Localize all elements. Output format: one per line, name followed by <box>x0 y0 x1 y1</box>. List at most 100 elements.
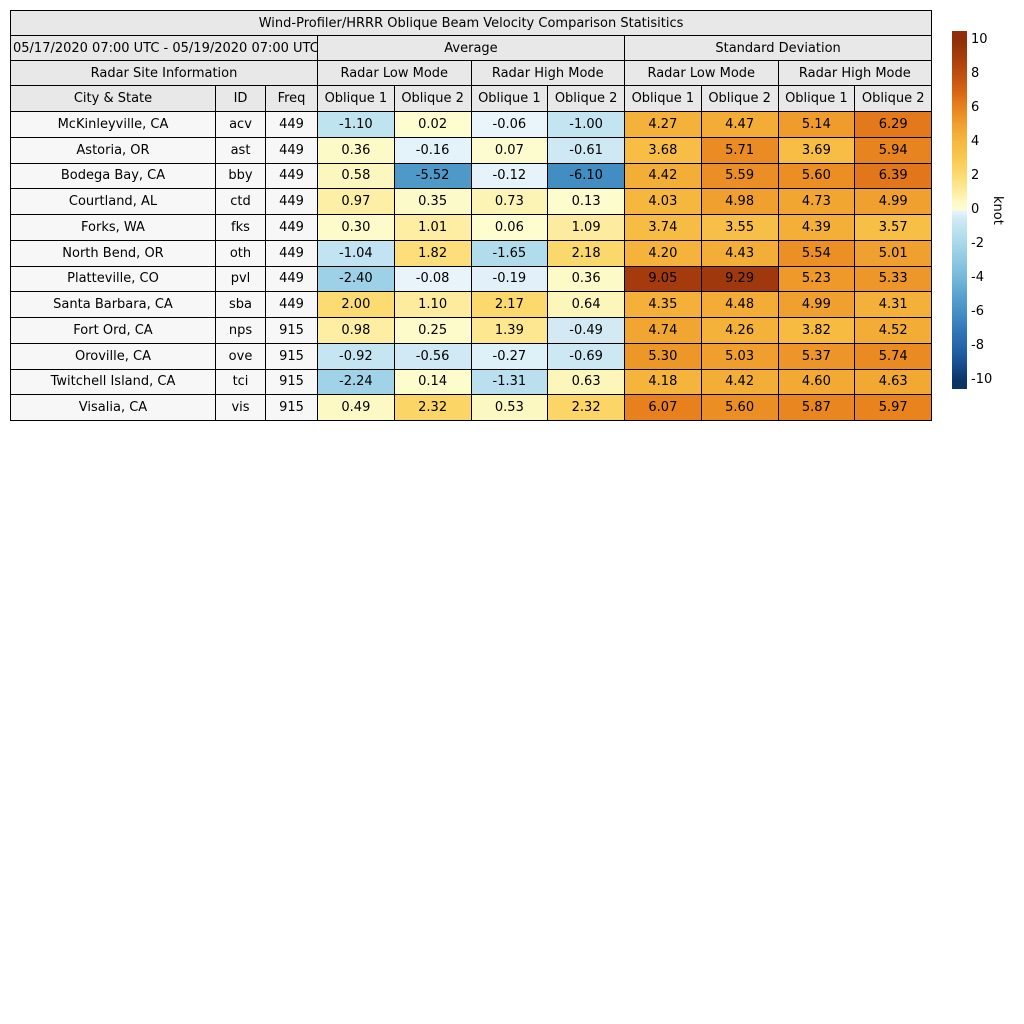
group-header-average: Average <box>317 35 625 61</box>
value-cell: 3.68 <box>624 136 702 164</box>
colorbar-tick-label: -6 <box>971 304 984 320</box>
column-header-oblique: Oblique 1 <box>470 85 549 112</box>
column-header-oblique: Oblique 2 <box>700 85 779 112</box>
value-cell: 4.42 <box>700 368 779 396</box>
value-cell: 2.32 <box>393 394 472 421</box>
mode-header-std-low: Radar Low Mode <box>624 60 779 86</box>
column-header-oblique: Oblique 2 <box>547 85 625 112</box>
value-cell: 3.57 <box>854 214 933 241</box>
value-cell: 0.63 <box>547 368 625 396</box>
value-cell: -0.92 <box>317 342 395 370</box>
colorbar-tick-label: -4 <box>971 270 984 286</box>
value-cell: 0.35 <box>393 188 472 215</box>
id-cell: pvl <box>215 265 266 293</box>
value-cell: 5.37 <box>777 342 856 370</box>
value-cell: 5.94 <box>854 136 933 164</box>
value-cell: 5.23 <box>777 265 856 293</box>
value-cell: 5.54 <box>777 239 856 267</box>
value-cell: 4.63 <box>854 368 933 396</box>
value-cell: 4.99 <box>854 188 933 215</box>
colorbar-tick-label: -2 <box>971 236 984 252</box>
value-cell: 4.31 <box>854 291 933 318</box>
column-header-city-state: City & State <box>10 85 216 112</box>
table-row: Fort Ord, CA nps 915 0.98 0.25 1.39 -0.49 4.74 4… <box>10 317 933 344</box>
column-header-row: City & State ID Freq Oblique 1 Oblique 2… <box>10 85 933 112</box>
value-cell: 4.03 <box>624 188 702 215</box>
value-cell: 3.82 <box>777 317 856 344</box>
colorbar-tick-label: 0 <box>971 202 980 217</box>
freq-cell: 449 <box>265 214 318 241</box>
value-cell: 9.29 <box>700 265 779 293</box>
value-cell: 5.87 <box>777 394 856 421</box>
value-cell: 4.27 <box>624 111 702 138</box>
value-cell: 0.02 <box>393 111 472 138</box>
value-cell: 0.58 <box>317 162 395 190</box>
value-cell: -0.61 <box>547 136 625 164</box>
value-cell: -0.49 <box>547 317 625 344</box>
value-cell: 6.39 <box>854 162 933 190</box>
city-cell: Forks, WA <box>10 214 216 241</box>
freq-cell: 449 <box>265 239 318 267</box>
value-cell: 4.74 <box>624 317 702 344</box>
value-cell: -0.16 <box>393 136 472 164</box>
value-cell: -1.31 <box>470 368 549 396</box>
value-cell: 4.48 <box>700 291 779 318</box>
city-cell: Twitchell Island, CA <box>10 368 216 396</box>
city-cell: Bodega Bay, CA <box>10 162 216 190</box>
freq-cell: 915 <box>265 368 318 396</box>
value-cell: 4.20 <box>624 239 702 267</box>
table-title: Wind-Profiler/HRRR Oblique Beam Velocity… <box>9 10 933 36</box>
value-cell: 0.07 <box>470 136 549 164</box>
column-header-oblique: Oblique 2 <box>854 85 933 112</box>
city-cell: Platteville, CO <box>10 265 216 293</box>
freq-cell: 915 <box>265 317 318 344</box>
city-cell: North Bend, OR <box>10 239 216 267</box>
id-cell: vis <box>215 394 266 421</box>
freq-cell: 449 <box>265 265 318 293</box>
city-cell: Oroville, CA <box>10 342 216 370</box>
value-cell: 5.60 <box>700 394 779 421</box>
group-header-row: 05/17/2020 07:00 UTC - 05/19/2020 07:00 … <box>10 35 933 61</box>
value-cell: 2.32 <box>547 394 625 421</box>
city-cell: Fort Ord, CA <box>10 317 216 344</box>
mode-header-row: Radar Site Information Radar Low Mode Ra… <box>10 60 933 86</box>
id-cell: oth <box>215 239 266 267</box>
value-cell: -0.27 <box>470 342 549 370</box>
colorbar <box>952 31 967 389</box>
table-row: Forks, WA fks 449 0.30 1.01 0.06 1.09 3.74 3.55 4… <box>10 214 933 241</box>
value-cell: 4.98 <box>700 188 779 215</box>
id-cell: nps <box>215 317 266 344</box>
group-header-standard-deviation: Standard Deviation <box>623 35 933 61</box>
value-cell: 4.60 <box>777 368 856 396</box>
value-cell: 3.74 <box>624 214 702 241</box>
value-cell: 1.39 <box>470 317 549 344</box>
id-cell: ove <box>215 342 266 370</box>
freq-cell: 915 <box>265 342 318 370</box>
value-cell: 2.00 <box>317 291 395 318</box>
value-cell: 0.25 <box>393 317 472 344</box>
value-cell: 6.29 <box>854 111 933 138</box>
value-cell: 4.42 <box>624 162 702 190</box>
value-cell: -0.56 <box>393 342 472 370</box>
column-header-oblique: Oblique 1 <box>777 85 856 112</box>
value-cell: 5.01 <box>854 239 933 267</box>
colorbar-tick-label: 8 <box>971 65 980 81</box>
value-cell: 5.14 <box>777 111 856 138</box>
value-cell: -1.10 <box>317 111 395 138</box>
value-cell: 0.53 <box>470 394 549 421</box>
column-header-oblique: Oblique 1 <box>624 85 702 112</box>
table-row: Platteville, CO pvl 449 -2.40 -0.08 -0.19 0.36… <box>10 265 933 293</box>
colorbar-tick-label: 2 <box>971 167 980 183</box>
value-cell: 1.10 <box>393 291 472 318</box>
city-cell: Courtland, AL <box>10 188 216 215</box>
value-cell: 4.35 <box>624 291 702 318</box>
column-header-oblique: Oblique 2 <box>393 85 472 112</box>
value-cell: 5.33 <box>854 265 933 293</box>
value-cell: 0.06 <box>470 214 549 241</box>
value-cell: -6.10 <box>547 162 625 190</box>
freq-cell: 449 <box>265 291 318 318</box>
value-cell: 5.30 <box>624 342 702 370</box>
city-cell: Santa Barbara, CA <box>10 291 216 318</box>
value-cell: 4.52 <box>854 317 933 344</box>
colorbar-tick-label: 4 <box>971 133 980 149</box>
